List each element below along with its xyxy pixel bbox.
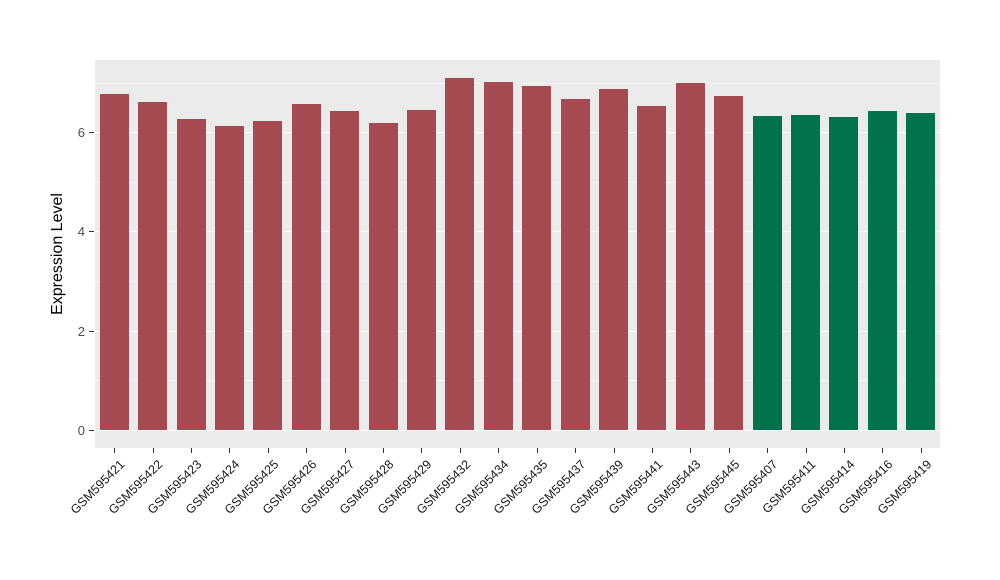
bar (406, 109, 436, 430)
x-tick-mark (882, 448, 884, 453)
y-tick-mark (89, 330, 94, 332)
y-tick-label: 2 (77, 323, 85, 339)
x-tick-mark (383, 448, 385, 453)
y-tick-label: 0 (77, 422, 85, 438)
x-tick-mark (575, 448, 577, 453)
y-axis-title: Expression Level (49, 193, 66, 315)
x-tick-mark (421, 448, 423, 453)
bar (752, 115, 782, 430)
x-tick-mark (843, 448, 845, 453)
bar (829, 117, 859, 430)
gridline-major (95, 132, 940, 134)
x-tick-mark (613, 448, 615, 453)
x-tick-mark (152, 448, 154, 453)
bar (906, 113, 936, 430)
y-tick-mark (89, 231, 94, 233)
bar (637, 106, 667, 430)
bar (560, 98, 590, 430)
y-tick-label: 4 (77, 224, 85, 240)
x-tick-mark (306, 448, 308, 453)
gridline-major (95, 429, 940, 431)
bar (791, 115, 821, 430)
bar (253, 120, 283, 430)
x-tick-mark (651, 448, 653, 453)
x-tick-mark (459, 448, 461, 453)
y-tick-label: 6 (77, 125, 85, 141)
x-tick-mark (498, 448, 500, 453)
x-tick-mark (920, 448, 922, 453)
y-tick-mark (89, 132, 94, 134)
x-tick-mark (805, 448, 807, 453)
bar (99, 93, 129, 430)
x-tick-mark (690, 448, 692, 453)
x-tick-mark (536, 448, 538, 453)
bar (599, 89, 629, 430)
bar (138, 102, 168, 430)
x-tick-mark (344, 448, 346, 453)
gridline-major (95, 231, 940, 233)
bar (867, 111, 897, 430)
gridline-minor (95, 181, 940, 183)
bar (330, 111, 360, 430)
x-tick-mark (191, 448, 193, 453)
chart-panel (95, 60, 940, 448)
bar (675, 82, 705, 430)
x-tick-mark (114, 448, 116, 453)
gridline-minor (95, 82, 940, 84)
y-tick-mark (89, 429, 94, 431)
bar (483, 81, 513, 430)
x-tick-mark (229, 448, 231, 453)
x-tick-mark (767, 448, 769, 453)
gridline-minor (95, 380, 940, 382)
bar (445, 77, 475, 430)
bar (176, 118, 206, 430)
gridline-minor (95, 281, 940, 282)
bar (522, 86, 552, 430)
bar (214, 125, 244, 430)
x-tick-mark (728, 448, 730, 453)
x-tick-mark (267, 448, 269, 453)
bar (368, 122, 398, 430)
gridline-major (95, 330, 940, 332)
bar (714, 96, 744, 430)
bar (291, 103, 321, 430)
